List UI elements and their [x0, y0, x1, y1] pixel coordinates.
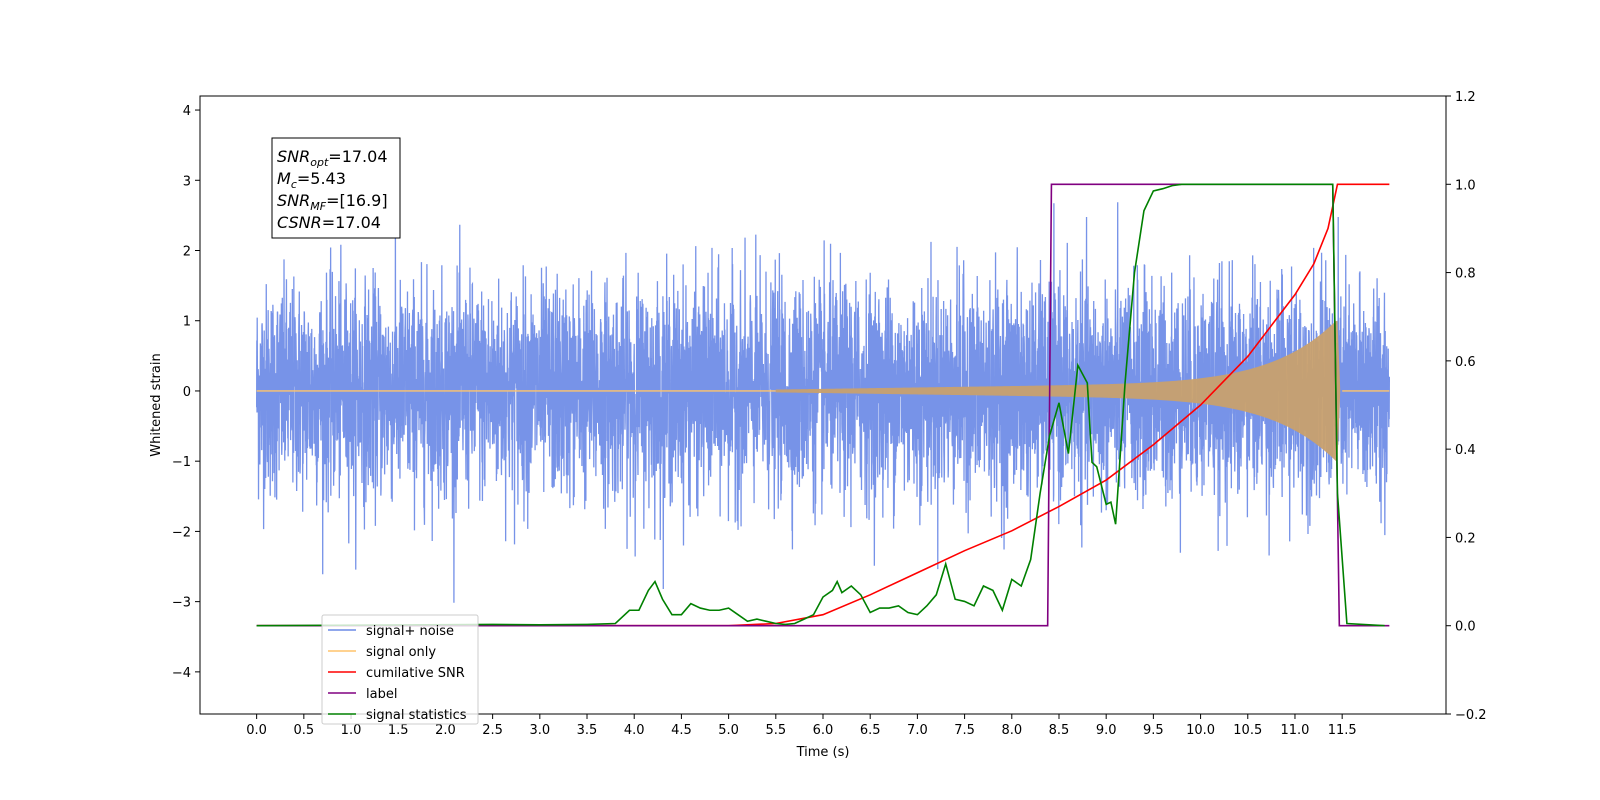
x-tick-label: 2.0: [435, 723, 456, 738]
y2-tick-label: −0.2: [1455, 708, 1487, 723]
x-tick-label: 9.0: [1096, 723, 1117, 738]
x-tick-label: 0.5: [293, 723, 314, 738]
annotation-snr-mf: SNRMF=[16.9]: [277, 191, 388, 213]
legend-label: signal only: [366, 645, 436, 660]
x-tick-label: 10.0: [1186, 723, 1215, 738]
annotation-csnr: CSNR=17.04: [277, 213, 381, 232]
x-tick-label: 11.5: [1328, 723, 1357, 738]
y2-tick-label: 0.6: [1455, 355, 1476, 370]
x-tick-label: 3.5: [577, 723, 598, 738]
series-area-signal-only: [775, 320, 1341, 462]
y-axis-right: 1.2 1.0 0.8 0.6 0.4 0.2 0.0 −0.2: [1446, 90, 1487, 723]
x-tick-label: 6.0: [813, 723, 834, 738]
legend: signal+ noise signal only cumilative SNR la…: [321, 614, 479, 725]
series-line-signal-noise: [255, 202, 1391, 603]
x-tick-label: 5.0: [718, 723, 739, 738]
y-axis-left: 4 3 2 1 0 −1 −2 −3 −4: [172, 104, 200, 681]
legend-label: label: [366, 687, 397, 702]
legend-label: signal+ noise: [366, 624, 454, 639]
x-tick-label: 4.0: [624, 723, 645, 738]
x-tick-label: 1.5: [388, 723, 409, 738]
y-tick-label: −4: [172, 666, 191, 681]
y-tick-label: 1: [183, 315, 191, 330]
x-axis-label: Time (s): [796, 745, 850, 760]
x-tick-label: 10.5: [1233, 723, 1262, 738]
legend-label: signal statistics: [366, 708, 467, 723]
x-tick-label: 7.5: [954, 723, 975, 738]
legend-box: [321, 614, 479, 725]
x-axis: 0.0 0.5 1.0 1.5 2.0 2.5 3.0 3.5 4.0 4.5 5.0 5.5 6.0 6…: [246, 714, 1357, 738]
x-tick-label: 6.5: [860, 723, 881, 738]
y2-tick-label: 0.4: [1455, 443, 1476, 458]
x-tick-label: 8.5: [1049, 723, 1070, 738]
x-tick-label: 5.5: [765, 723, 786, 738]
x-tick-label: 7.0: [907, 723, 928, 738]
x-tick-label: 0.0: [246, 723, 267, 738]
plot-area: [255, 183, 1391, 627]
annotation-snr-opt: SNRopt=17.04: [277, 147, 388, 169]
x-tick-label: 2.5: [482, 723, 503, 738]
y-tick-label: 0: [183, 385, 191, 400]
y2-tick-label: 0.2: [1455, 531, 1476, 546]
y2-tick-label: 1.2: [1455, 90, 1476, 105]
x-tick-label: 9.5: [1143, 723, 1164, 738]
x-tick-label: 4.5: [671, 723, 692, 738]
y2-tick-label: 0.8: [1455, 267, 1476, 282]
y-tick-label: 3: [183, 174, 191, 189]
y2-tick-label: 0.0: [1455, 620, 1476, 635]
x-tick-label: 11.0: [1280, 723, 1309, 738]
series-line-signal-statistics: [256, 183, 1385, 627]
x-tick-label: 1.0: [341, 723, 362, 738]
y-tick-label: 4: [183, 104, 191, 119]
y-tick-label: −3: [172, 596, 191, 611]
x-tick-label: 8.0: [1001, 723, 1022, 738]
x-tick-label: 3.0: [529, 723, 550, 738]
y-tick-label: −2: [172, 525, 191, 540]
legend-label: cumilative SNR: [366, 666, 465, 681]
series-line-cumilative-snr: [256, 183, 1390, 627]
annotation-box: SNRopt=17.04 Mc=5.43 SNRMF=[16.9] CSNR=1…: [271, 137, 401, 239]
y-tick-label: 2: [183, 245, 191, 260]
y2-tick-label: 1.0: [1455, 178, 1476, 193]
annotation-mc: Mc=5.43: [277, 169, 346, 191]
y-tick-label: −1: [172, 455, 191, 470]
y-axis-label: Whitened strain: [149, 353, 164, 456]
